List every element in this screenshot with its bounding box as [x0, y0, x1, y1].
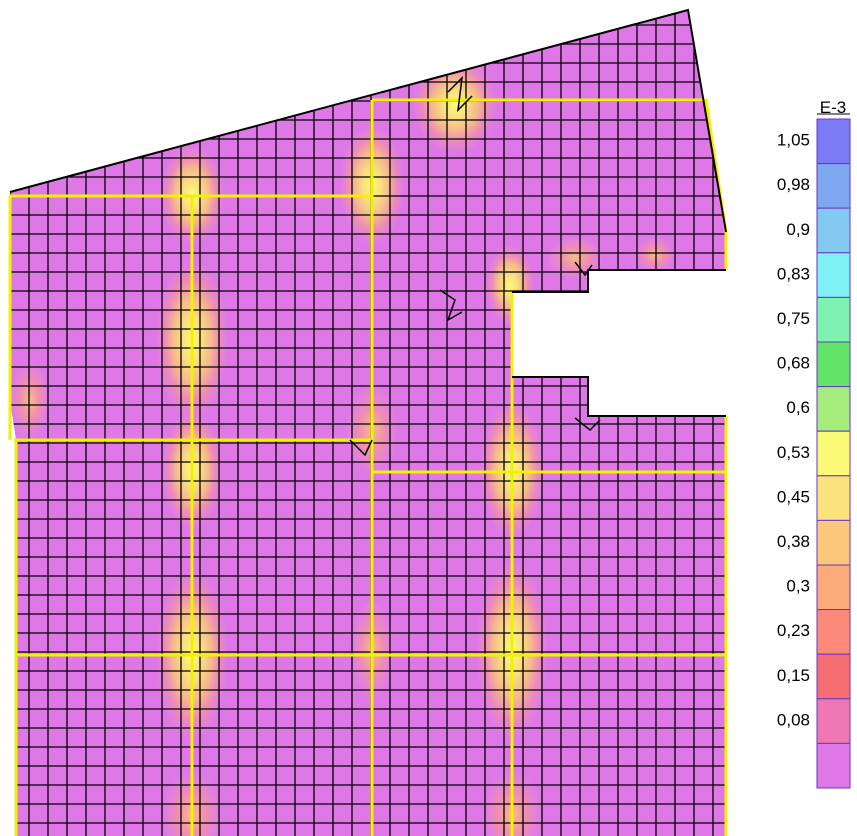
- legend-swatch: [816, 252, 851, 298]
- legend-tick-label: 0,75: [777, 309, 810, 328]
- legend-swatch: [816, 341, 851, 388]
- legend-tick-label: 0,38: [777, 532, 810, 551]
- legend-swatch: [816, 163, 851, 209]
- legend-swatch: [816, 742, 851, 789]
- legend-swatch: [816, 519, 851, 566]
- legend-tick-label: 0,53: [777, 443, 810, 462]
- legend-tick-label: 0,6: [786, 398, 810, 417]
- mesh-triangulation-marks: [349, 75, 601, 457]
- slab-edge: [9, 8, 727, 417]
- legend-exponent-label: E-3: [820, 98, 846, 117]
- legend-tick-label: 0,68: [777, 354, 810, 373]
- legend-swatch: [816, 564, 851, 611]
- legend-swatch: [816, 207, 851, 254]
- legend-tick-label: 1,05: [777, 131, 810, 150]
- legend-swatch: [816, 430, 851, 477]
- legend-swatch: [816, 386, 851, 432]
- legend-swatch: [816, 698, 851, 744]
- color-legend: E-3 1,05 0,98 0,9 0,83 0,75 0,68 0,6 0,53 0,45 0,…: [777, 98, 851, 789]
- legend-tick-label: 0,08: [777, 710, 810, 729]
- legend-tick-label: 0,15: [777, 666, 810, 685]
- legend-tick-label: 0,83: [777, 264, 810, 283]
- legend-swatch: [816, 475, 851, 521]
- legend-tick-label: 0,98: [777, 175, 810, 194]
- legend-swatch: [816, 118, 851, 165]
- legend-swatch: [816, 609, 851, 655]
- legend-tick-label: 0,9: [786, 220, 810, 239]
- legend-swatch: [816, 296, 851, 343]
- legend-swatch: [816, 653, 851, 700]
- legend-tick-label: 0,23: [777, 621, 810, 640]
- legend-tick-label: 0,3: [786, 577, 810, 596]
- legend-tick-label: 0,45: [777, 487, 810, 506]
- fe-mesh: [10, 10, 726, 836]
